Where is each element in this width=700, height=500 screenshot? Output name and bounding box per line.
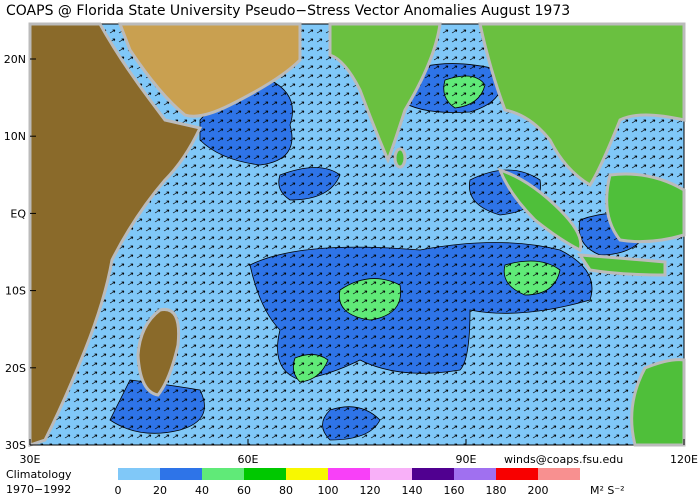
- lat-label: 10N: [4, 130, 26, 143]
- title: COAPS @ Florida State University Pseudo−…: [6, 3, 570, 19]
- colorbar: 0 20 40 60 80 100 120 140 160 180 200: [115, 468, 580, 497]
- colorbar-tick-label: 80: [279, 484, 293, 497]
- colorbar-swatch: [538, 468, 580, 480]
- lat-labels: 20N 10N EQ 10S 20S 30S: [4, 53, 36, 452]
- colorbar-tick-label: 160: [444, 484, 465, 497]
- lat-label: 20S: [5, 362, 26, 375]
- colorbar-tick-label: 20: [153, 484, 167, 497]
- lon-label: 60E: [238, 453, 259, 466]
- lon-labels: 30E 60E 90E 120E: [20, 439, 698, 466]
- colorbar-swatch: [496, 468, 538, 480]
- colorbar-tick-label: 60: [237, 484, 251, 497]
- colorbar-tick-label: 40: [195, 484, 209, 497]
- lon-label: 120E: [670, 453, 698, 466]
- map: [28, 22, 686, 448]
- lon-label: 30E: [20, 453, 41, 466]
- colorbar-tick-label: 180: [486, 484, 507, 497]
- land: [28, 22, 686, 448]
- colorbar-tick-label: 200: [528, 484, 549, 497]
- colorbar-swatch: [244, 468, 286, 480]
- colorbar-swatch: [412, 468, 454, 480]
- colorbar-swatch: [370, 468, 412, 480]
- colorbar-swatch: [202, 468, 244, 480]
- colorbar-swatch: [160, 468, 202, 480]
- lon-label: 90E: [456, 453, 477, 466]
- colorbar-swatch: [454, 468, 496, 480]
- lat-label: 20N: [4, 53, 26, 66]
- colorbar-swatch: [118, 468, 160, 480]
- lat-label: EQ: [10, 207, 26, 220]
- legend-unit: M² S⁻²: [590, 484, 625, 497]
- legend-caption: Climatology: [6, 468, 72, 481]
- lat-label: 30S: [5, 439, 26, 452]
- colorbar-tick-label: 0: [115, 484, 122, 497]
- colorbar-swatch: [328, 468, 370, 480]
- colorbar-tick-label: 100: [318, 484, 339, 497]
- colorbar-tick-label: 120: [360, 484, 381, 497]
- lat-label: 10S: [5, 285, 26, 298]
- legend-caption: 1970−1992: [6, 483, 71, 496]
- colorbar-tick-label: 140: [402, 484, 423, 497]
- colorbar-swatch: [286, 468, 328, 480]
- contact: winds@coaps.fsu.edu: [504, 453, 623, 466]
